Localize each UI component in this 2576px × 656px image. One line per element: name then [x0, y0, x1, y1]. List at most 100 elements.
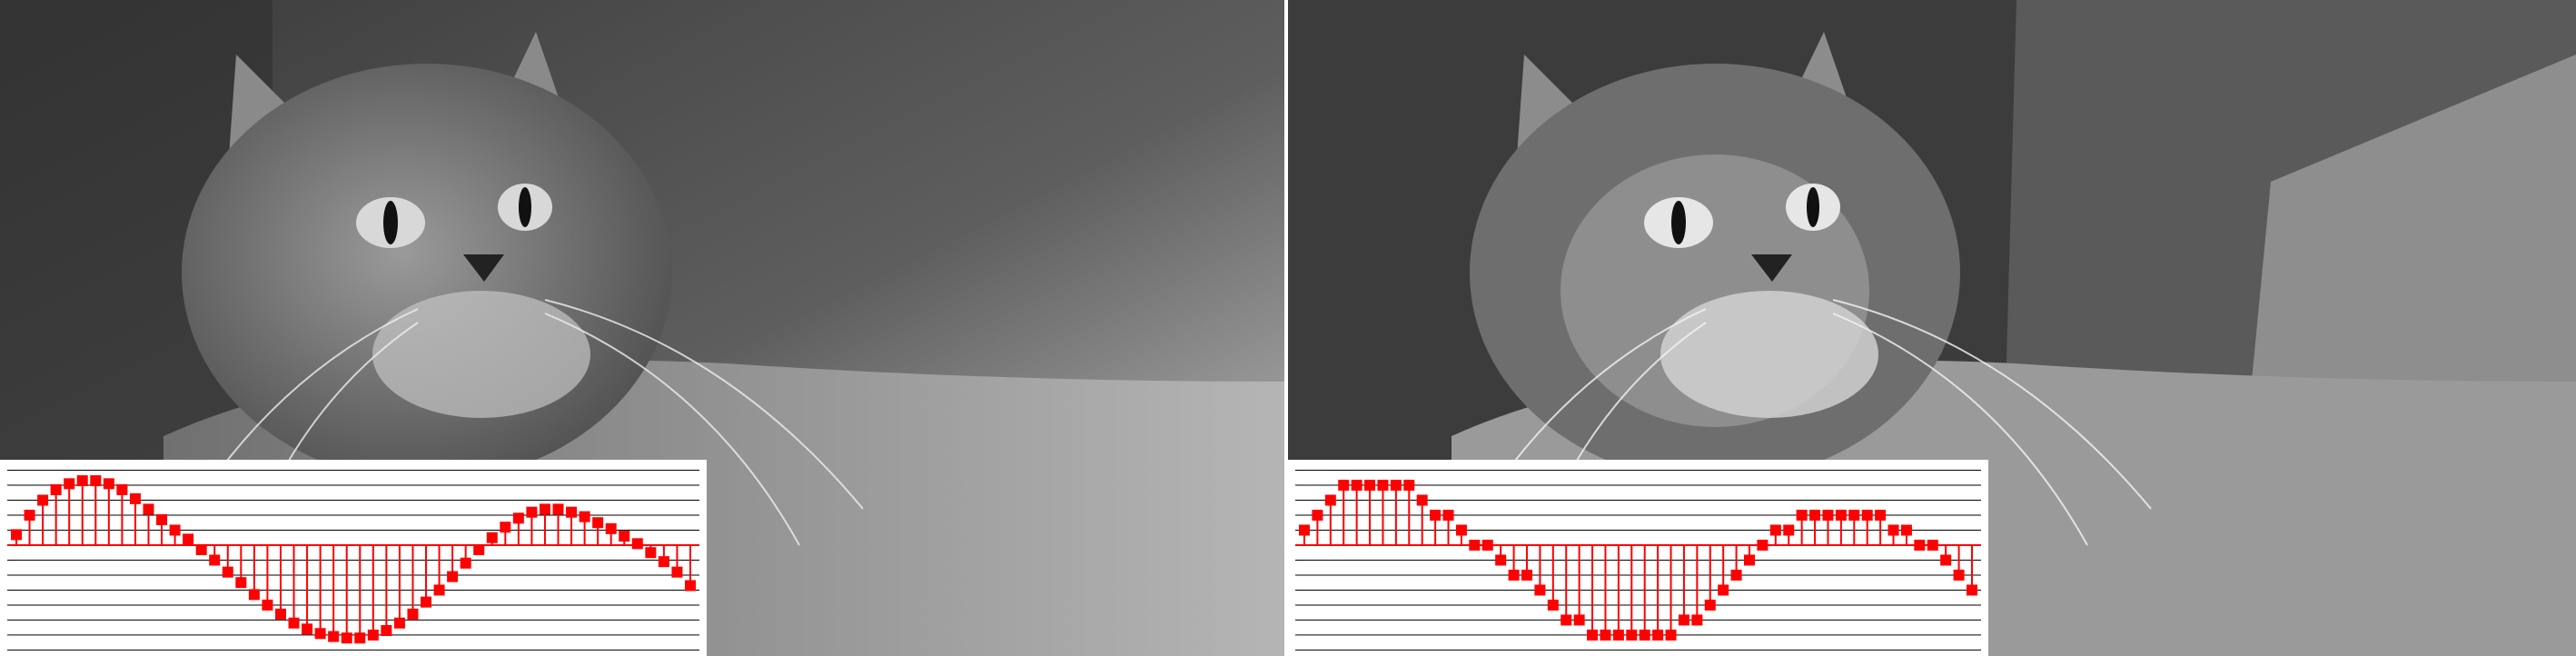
- stem-marker: [1887, 524, 1899, 536]
- stem-marker: [1495, 554, 1507, 566]
- stem-marker: [1390, 480, 1402, 492]
- stem-marker: [566, 506, 578, 518]
- stem-marker: [592, 517, 604, 529]
- stem-marker: [235, 577, 247, 589]
- stem-marker: [1967, 584, 1977, 596]
- stem-marker: [1691, 614, 1703, 626]
- stem-marker: [1442, 510, 1454, 522]
- stem-marker: [1914, 539, 1926, 551]
- stem-marker: [314, 628, 326, 640]
- stem-marker: [1940, 554, 1952, 566]
- stem-marker: [500, 522, 511, 533]
- stem-marker: [288, 617, 300, 629]
- stem-marker: [1665, 629, 1677, 641]
- stem-marker: [302, 623, 313, 635]
- stem-marker: [1835, 510, 1847, 522]
- stem-marker: [1430, 510, 1442, 522]
- stem-marker: [685, 580, 696, 591]
- stem-marker: [1953, 569, 1965, 581]
- stem-marker: [605, 522, 617, 534]
- stem-marker: [1547, 599, 1559, 611]
- stem-marker: [1521, 569, 1532, 581]
- stem-marker: [1364, 480, 1376, 492]
- stem-marker: [1900, 524, 1912, 536]
- stem-marker: [619, 531, 630, 542]
- stem-marker: [116, 483, 128, 495]
- stem-marker: [1587, 629, 1599, 641]
- stem-marker: [381, 624, 392, 636]
- stem-marker: [1744, 554, 1755, 566]
- stem-marker: [579, 511, 590, 522]
- stem-marker: [143, 503, 154, 515]
- stem-marker: [1560, 614, 1572, 626]
- stem-marker: [1861, 510, 1873, 522]
- stem-marker: [486, 532, 498, 543]
- stem-marker: [1875, 510, 1887, 522]
- stem-marker: [1377, 480, 1389, 492]
- stem-marker: [195, 543, 207, 555]
- stem-marker: [1416, 494, 1428, 506]
- stem-marker: [209, 554, 221, 566]
- stem-marker: [433, 584, 445, 596]
- stem-marker: [1848, 510, 1860, 522]
- stem-marker: [1718, 584, 1729, 596]
- stem-marker: [1351, 480, 1362, 492]
- stem-marker: [1757, 539, 1769, 551]
- stem-marker: [539, 503, 550, 515]
- stem-marker: [1822, 510, 1834, 522]
- stem-marker: [1704, 599, 1716, 611]
- stem-marker: [1626, 629, 1638, 641]
- stem-marker: [1730, 569, 1742, 581]
- stem-marker: [1612, 629, 1624, 641]
- stem-marker: [1481, 539, 1493, 551]
- stem-marker: [50, 483, 62, 495]
- stem-marker: [1783, 524, 1795, 536]
- stem-marker: [1508, 569, 1520, 581]
- stem-marker: [222, 566, 233, 578]
- stem-marker: [1469, 539, 1481, 551]
- stem-marker: [354, 632, 366, 644]
- stem-marker: [1299, 524, 1310, 536]
- plot-panel: [0, 460, 707, 656]
- stem-marker: [645, 547, 657, 559]
- stem-marker: [512, 512, 524, 524]
- stem-marker: [407, 608, 419, 620]
- stem-marker: [262, 599, 273, 611]
- stem-marker: [1534, 584, 1546, 596]
- stem-marker: [1769, 524, 1781, 536]
- stem-marker: [103, 478, 114, 490]
- stem-marker: [274, 608, 286, 620]
- stem-marker: [658, 556, 669, 568]
- stem-marker: [447, 571, 459, 582]
- stem-marker: [37, 494, 49, 506]
- stem-marker: [248, 589, 260, 601]
- stem-marker: [328, 631, 340, 642]
- stem-marker: [1324, 494, 1336, 506]
- stem-marker: [1403, 480, 1415, 492]
- stem-marker: [1652, 629, 1664, 641]
- stem-marker: [1639, 629, 1650, 641]
- stem-marker: [473, 543, 485, 555]
- stem-marker: [1600, 629, 1611, 641]
- stem-marker: [1338, 480, 1350, 492]
- stem-marker: [64, 478, 75, 490]
- stem-marker: [631, 538, 643, 550]
- stem-marker: [183, 533, 194, 545]
- stem-marker: [671, 566, 683, 578]
- stem-marker: [1312, 510, 1323, 522]
- stem-marker: [393, 617, 405, 629]
- stem-marker: [76, 475, 88, 487]
- stem-marker: [341, 632, 352, 644]
- stem-marker: [421, 596, 432, 608]
- stem-marker: [1573, 614, 1585, 626]
- stem-marker: [129, 492, 141, 504]
- plot-panel: [1288, 460, 1988, 656]
- stem-marker: [11, 529, 22, 541]
- stem-marker: [1809, 510, 1821, 522]
- stem-marker: [1796, 510, 1808, 522]
- stem-marker: [156, 513, 168, 525]
- stem-marker: [90, 475, 102, 487]
- stem-marker: [1455, 524, 1467, 536]
